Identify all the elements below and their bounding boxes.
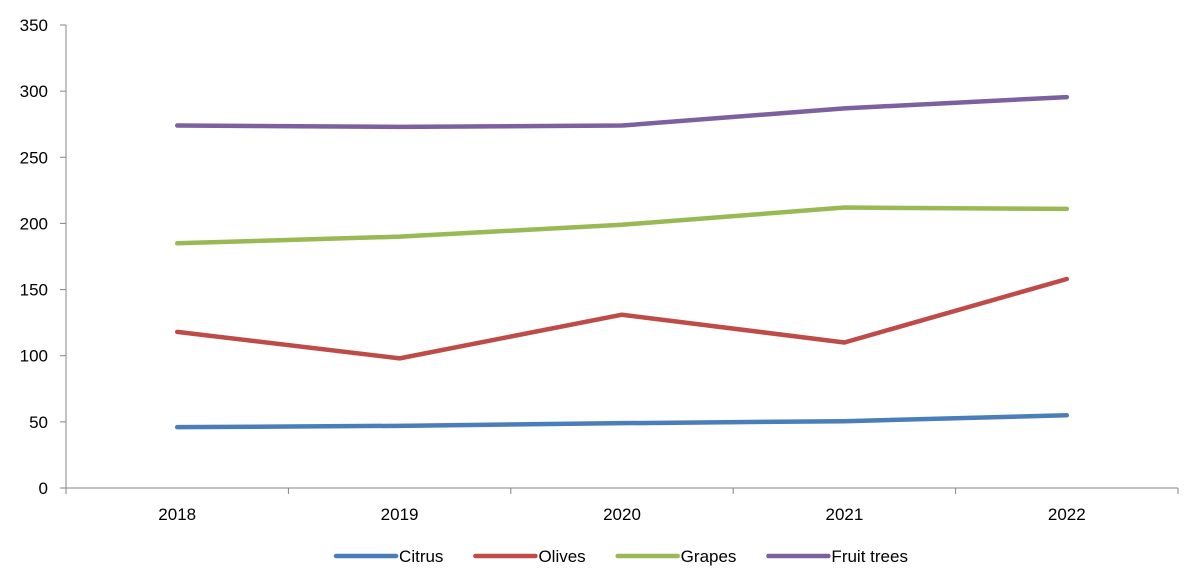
legend-item: Citrus: [333, 547, 443, 566]
legend-label: Olives: [538, 547, 585, 566]
series-layer: [174, 94, 1070, 430]
y-axis: 0 50 100 150 200 250 300 350: [20, 16, 67, 498]
legend: Citrus Olives Grapes Fruit trees: [333, 547, 908, 566]
legend-label: Fruit trees: [831, 547, 908, 566]
series-line-olives: [174, 276, 1070, 361]
legend-item: Olives: [473, 547, 586, 566]
y-tick-label: 300: [20, 82, 48, 101]
y-tick-label: 350: [20, 16, 48, 35]
series-line-fruit-trees: [174, 94, 1070, 130]
x-tick-label: 2020: [603, 505, 641, 524]
legend-item: Fruit trees: [766, 547, 908, 566]
x-tick-label: 2019: [381, 505, 419, 524]
x-tick-label: 2018: [158, 505, 196, 524]
series-line-citrus: [174, 412, 1070, 430]
x-tick-label: 2022: [1048, 505, 1086, 524]
legend-item: Grapes: [615, 547, 737, 566]
x-axis: 2018 2019 2020 2021 2022: [65, 487, 1179, 524]
series-line-grapes: [174, 205, 1070, 246]
y-tick-label: 100: [20, 347, 48, 366]
y-tick-label: 50: [29, 413, 48, 432]
legend-label: Grapes: [681, 547, 737, 566]
y-tick-label: 0: [39, 479, 48, 498]
legend-label: Citrus: [399, 547, 443, 566]
y-tick-label: 250: [20, 148, 48, 167]
y-tick-label: 150: [20, 281, 48, 300]
y-tick-label: 200: [20, 214, 48, 233]
x-tick-label: 2021: [825, 505, 863, 524]
